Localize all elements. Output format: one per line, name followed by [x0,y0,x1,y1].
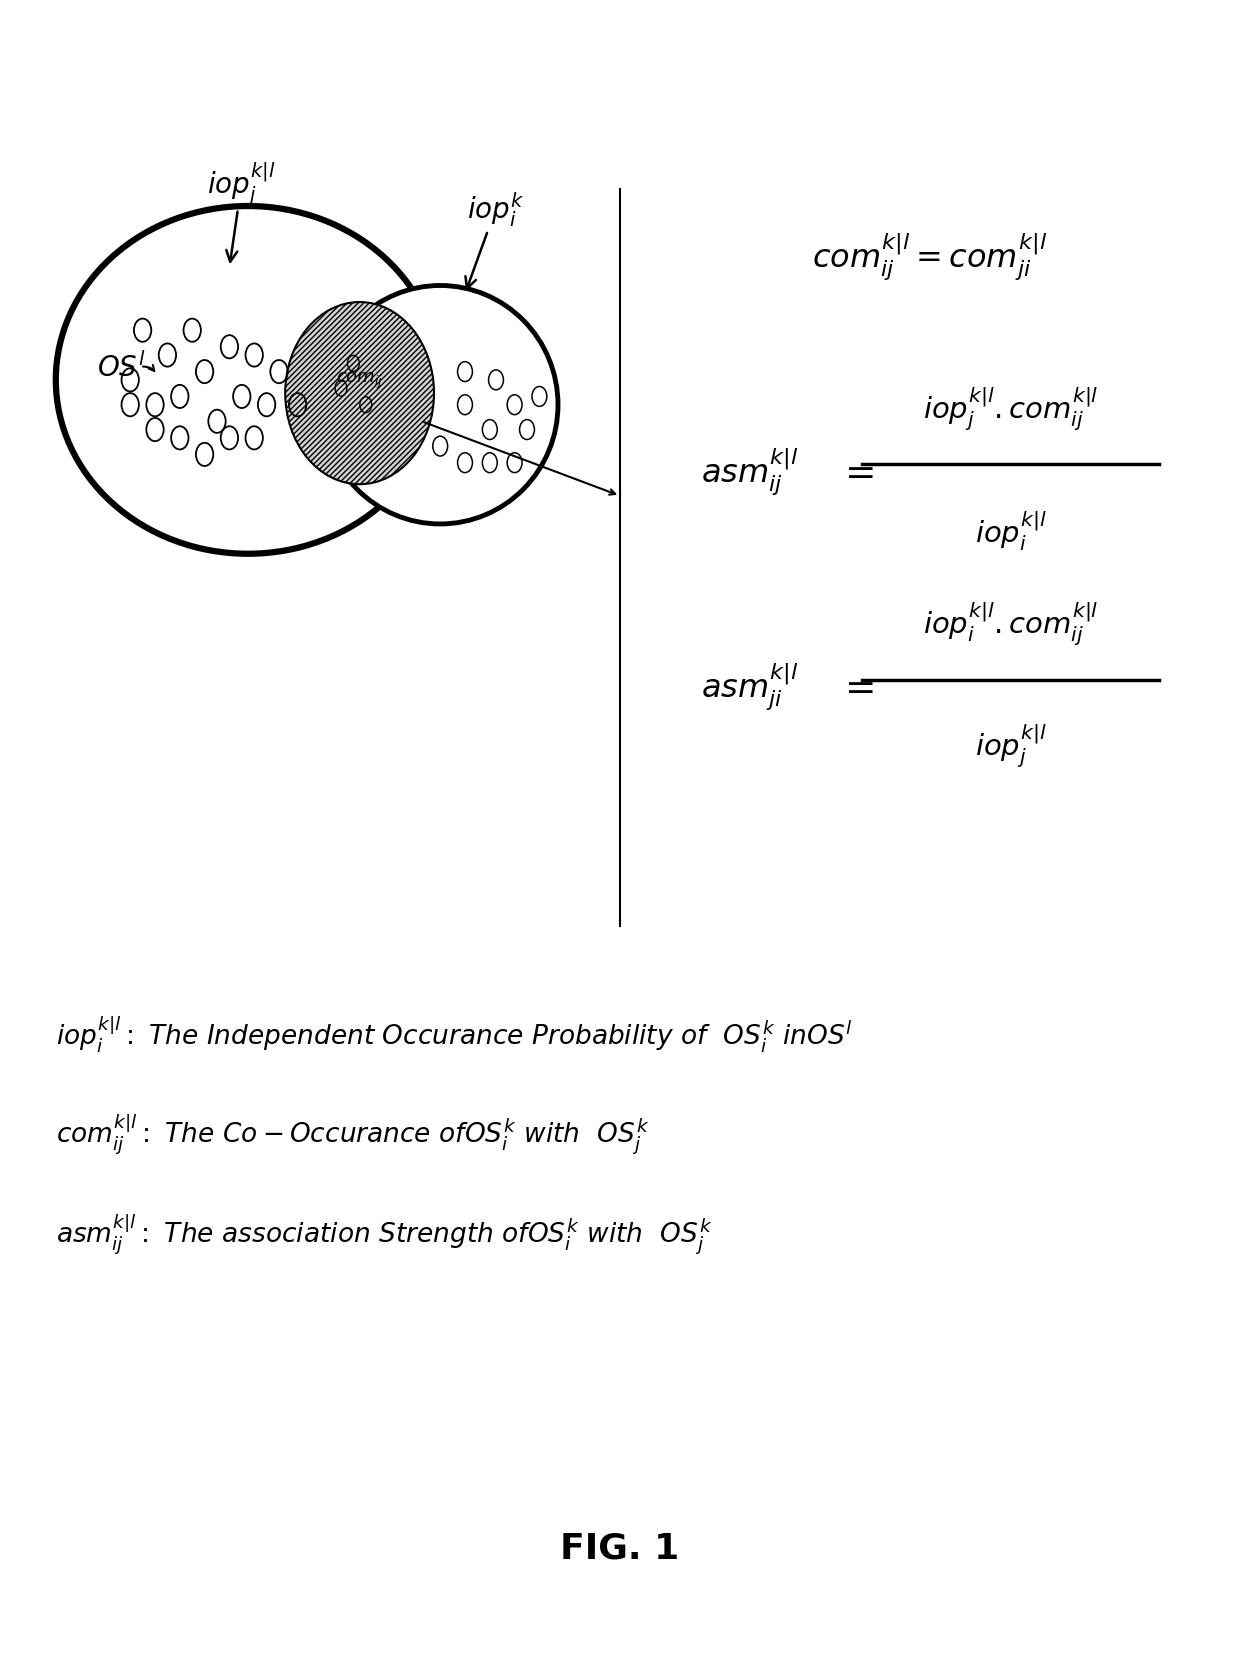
Ellipse shape [56,207,440,554]
Text: $iop_i^{k|l}.com_{ij}^{k|l}$: $iop_i^{k|l}.com_{ij}^{k|l}$ [923,601,1099,647]
Text: $iop_j^{k|l}.com_{ij}^{k|l}$: $iop_j^{k|l}.com_{ij}^{k|l}$ [923,386,1099,432]
Text: $asm_{ij}^{k|l}$: $asm_{ij}^{k|l}$ [701,447,799,496]
Text: $com_{ij}$: $com_{ij}$ [336,371,383,391]
Text: $iop_i^{k|l}$$:$ $The\ Independent\ Occurance\ Probability\ of$$\ \ OS_i^k$$\ in: $iop_i^{k|l}$$:$ $The\ Independent\ Occu… [56,1015,853,1054]
Text: $iop_i^{k|l}$: $iop_i^{k|l}$ [975,510,1047,553]
Text: $asm_{ij}^{k|l}$$:$ $The\ association\ Strength\ of$$OS_i^k$$\ with$$\ \ OS_j^k$: $asm_{ij}^{k|l}$$:$ $The\ association\ S… [56,1211,712,1254]
Text: $com_{ij}^{k|l} = com_{ji}^{k|l}$: $com_{ij}^{k|l} = com_{ji}^{k|l}$ [812,232,1048,281]
Ellipse shape [322,286,558,525]
Text: $iop_j^{k|l}$: $iop_j^{k|l}$ [975,723,1047,770]
Text: $iop_j^{k|l}$: $iop_j^{k|l}$ [207,161,277,263]
Text: $=$: $=$ [837,669,874,705]
Text: $=$: $=$ [837,453,874,490]
Text: $OS^l$: $OS^l$ [97,353,146,382]
Text: $asm_{ji}^{k|l}$: $asm_{ji}^{k|l}$ [701,662,799,712]
Text: $com_{ij}^{k|l}$$:$ $The\ Co - Occurance\ of$$OS_i^k$$\ with$$\ \ OS_j^k$: $com_{ij}^{k|l}$$:$ $The\ Co - Occurance… [56,1112,650,1155]
Text: FIG. 1: FIG. 1 [560,1531,680,1564]
Text: $iop_i^{k}$: $iop_i^{k}$ [465,190,525,290]
Ellipse shape [285,303,434,485]
